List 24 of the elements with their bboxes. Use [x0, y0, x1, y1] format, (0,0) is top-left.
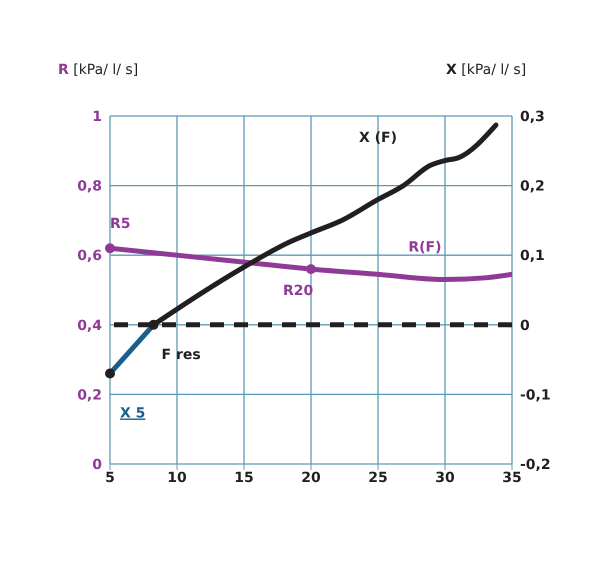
x-tick-label: 30	[435, 470, 455, 486]
y2-tick-label: -0,1	[520, 387, 551, 404]
y-tick-label: 0	[92, 456, 102, 473]
y2-tick-label: 0,3	[520, 108, 545, 125]
y-tick-label: 0,6	[77, 248, 102, 264]
y-tick-label: 1	[92, 108, 102, 125]
x-tick-label: 15	[234, 470, 254, 486]
y2-tick-label: 0,1	[520, 248, 545, 264]
y2-axis-title: X [kPa/ l/ s]	[446, 62, 526, 78]
y-tick-label: 0,8	[77, 178, 102, 195]
annotation: R5	[110, 216, 131, 232]
x-tick-label: 5	[105, 470, 115, 486]
y-tick-label: 0,2	[77, 387, 102, 404]
y-tick-label: 0,4	[77, 318, 102, 334]
y2-tick-label: 0,2	[520, 178, 545, 195]
y2-tick-label: 0	[520, 318, 530, 334]
series-label: R(F)	[408, 239, 442, 256]
annotation: X 5	[120, 406, 146, 422]
x-tick-label: 25	[368, 470, 388, 486]
x-tick-label: 35	[502, 470, 522, 486]
y2-tick-label: -0,2	[520, 456, 551, 473]
x-tick-label: 10	[167, 470, 187, 486]
x-tick-label: 20	[301, 470, 321, 486]
y-axis-title: R [kPa/ l/ s]	[58, 62, 138, 78]
